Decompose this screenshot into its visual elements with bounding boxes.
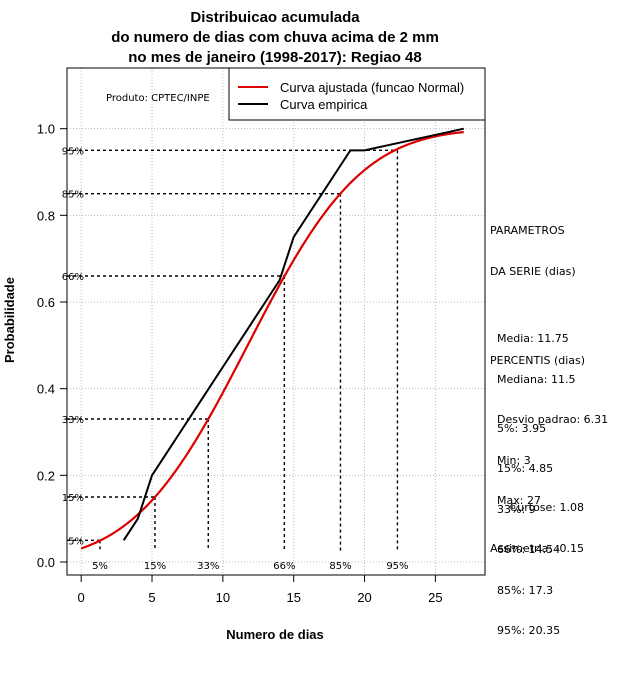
x-tick-label-0: 0 [78, 590, 85, 605]
series-line-empirical [122, 127, 464, 541]
x-tick-label-25: 25 [428, 590, 442, 605]
y-tick-label-0.4: 0.4 [37, 382, 55, 397]
x-axis-title: Numero de dias [226, 627, 324, 642]
percentis-header: PERCENTIS (dias) [490, 354, 586, 367]
y-tick-label-0.2: 0.2 [37, 468, 55, 483]
product-note: Produto: CPTEC/INPE [106, 93, 210, 104]
percentile-xlabel-85%: 85% [329, 561, 351, 572]
legend-label-2: Curva empirica [280, 97, 368, 112]
assimetria-text: Assimetria: -0.15 [490, 541, 584, 555]
parametros-panel: PARAMETROS DA SERIE (dias) Media: 11.75 … [490, 197, 608, 548]
y-axis-title: Probabilidade [2, 277, 17, 363]
parametros-header-line-2: DA SERIE (dias) [490, 264, 576, 278]
x-tick-label-15: 15 [286, 590, 300, 605]
param-media: Media: 11.75 [497, 332, 569, 345]
percentil-85: 85%: 17.3 [497, 583, 554, 597]
y-tick-label-0: 0.0 [37, 555, 55, 570]
cumulative-distribution-chart: Distribuicao acumulada do numero de dias … [2, 9, 486, 642]
chart-title-line-1: Distribuicao acumulada [190, 9, 360, 26]
param-mediana: Mediana: 11.5 [497, 372, 576, 386]
percentil-33: 33%: 9 [497, 502, 536, 516]
percentile-xlabel-15%: 15% [144, 561, 166, 572]
parametros-header-line-1: PARAMETROS [490, 224, 565, 237]
percentile-ylabel-33%: 33% [62, 415, 84, 426]
percentile-ylabel-15%: 15% [62, 493, 84, 504]
plot-frame [66, 67, 486, 576]
percentil-66: 66%: 14.54 [497, 543, 561, 556]
param-max: Max: 27 [497, 494, 541, 507]
legend-box [228, 67, 486, 121]
y-tick-label-1: 1.0 [37, 122, 55, 137]
percentile-ylabel-5%: 5% [68, 536, 84, 547]
percentil-95: 95%: 20.35 [497, 624, 561, 637]
percentile-xlabel-33%: 33% [197, 561, 219, 572]
chart-title-line-3: no mes de janeiro (1998-2017): Regiao 48 [128, 49, 421, 66]
param-min: Min: 3 [497, 453, 531, 467]
percentile-ylabel-85%: 85% [62, 190, 84, 201]
shape-stats-panel: Curtose: 1.08 Assimetria: -0.15 [484, 474, 584, 569]
series-line-fitted-normal [80, 130, 464, 550]
percentile-xlabel-95%: 95% [386, 561, 408, 572]
percentile-xlabel-5%: 5% [92, 561, 108, 572]
percentile-ylabel-66%: 66% [62, 272, 84, 283]
percentile-ylabel-95%: 95% [62, 146, 84, 157]
legend-label-1: Curva ajustada (funcao Normal) [280, 80, 464, 95]
x-tick-label-5: 5 [148, 590, 155, 605]
chart-title-line-2: do numero de dias com chuva acima de 2 m… [111, 29, 439, 46]
curtose-text: Curtose: 1.08 [509, 501, 584, 514]
y-tick-label-0.6: 0.6 [37, 295, 55, 310]
y-tick-label-0.8: 0.8 [37, 208, 55, 223]
x-tick-label-10: 10 [216, 590, 230, 605]
param-desvio: Desvio padrao: 6.31 [497, 413, 609, 426]
percentil-5: 5%: 3.95 [497, 421, 547, 435]
x-tick-label-20: 20 [357, 590, 371, 605]
percentile-xlabel-66%: 66% [273, 561, 295, 572]
percentil-15: 15%: 4.85 [497, 462, 554, 475]
percentis-panel: PERCENTIS (dias) 5%: 3.95 15%: 4.85 33%:… [490, 327, 585, 678]
